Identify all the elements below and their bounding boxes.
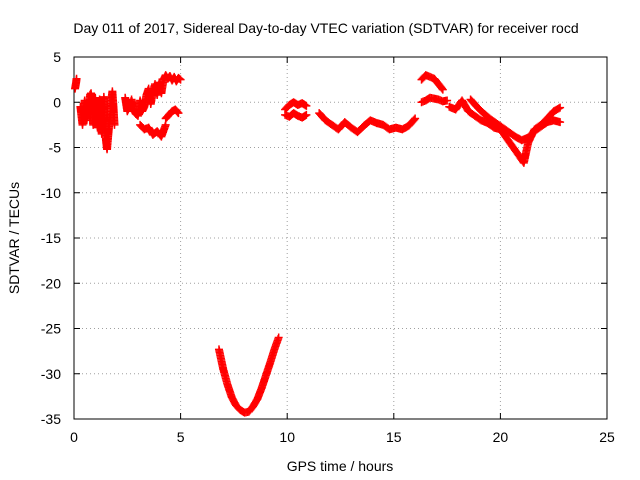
y-tick-label: -10 bbox=[41, 185, 61, 201]
x-tick-label: 20 bbox=[493, 429, 509, 445]
plot-frame bbox=[73, 56, 608, 420]
x-tick-label: 15 bbox=[386, 429, 402, 445]
data-point bbox=[274, 333, 283, 342]
y-tick-label: -5 bbox=[49, 140, 62, 156]
data-point bbox=[302, 110, 311, 119]
data-point bbox=[174, 109, 183, 118]
data-point bbox=[556, 103, 565, 112]
data-point bbox=[72, 74, 81, 83]
y-tick-label: -35 bbox=[41, 411, 61, 427]
data-point bbox=[172, 107, 181, 116]
y-tick-label: 0 bbox=[53, 94, 61, 110]
data-point bbox=[443, 96, 452, 105]
data-point bbox=[110, 120, 119, 129]
x-tick-label: 10 bbox=[279, 429, 295, 445]
y-tick-label: -30 bbox=[41, 366, 61, 382]
data-point bbox=[302, 101, 311, 110]
data-point bbox=[173, 108, 182, 117]
data-point bbox=[438, 85, 447, 94]
x-tick-label: 5 bbox=[177, 429, 185, 445]
y-tick-label: -20 bbox=[41, 275, 61, 291]
data-point bbox=[411, 114, 420, 123]
data-points bbox=[71, 71, 565, 417]
data-point bbox=[556, 118, 565, 127]
x-tick-label: 25 bbox=[599, 429, 615, 445]
y-tick-label: -25 bbox=[41, 321, 61, 337]
data-point bbox=[410, 115, 419, 124]
data-point bbox=[437, 84, 446, 93]
x-tick-label: 0 bbox=[70, 429, 78, 445]
y-tick-label: -15 bbox=[41, 230, 61, 246]
y-axis-label: SDTVAR / TECUs bbox=[6, 182, 22, 294]
chart-title: Day 011 of 2017, Sidereal Day-to-day VTE… bbox=[73, 20, 578, 36]
y-tick-label: 5 bbox=[53, 49, 61, 65]
grid bbox=[74, 57, 607, 419]
x-axis-label: GPS time / hours bbox=[287, 458, 394, 474]
data-point bbox=[175, 74, 184, 83]
data-point bbox=[176, 75, 185, 84]
axis-ticks: 0 5 10 15 20 25 5 0 -5 -10 -15 -20 -25 -30 -35 bbox=[41, 49, 615, 445]
